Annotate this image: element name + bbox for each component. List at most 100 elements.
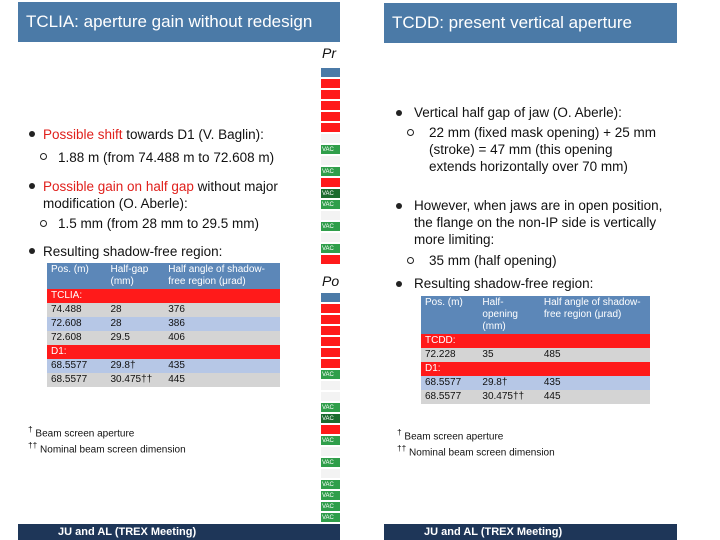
cropped-strip: Pr Po VAC VAC VAC VAC VAC VAC VAC VAC VAC VAC VAC V… — [321, 45, 340, 525]
strip-cell: VAC — [321, 414, 340, 424]
strip-cell — [321, 255, 340, 265]
header-row: Pos. (m) Half-gap (mm) Half angle of shado… — [47, 263, 280, 289]
strip-cell: VAC — [321, 167, 340, 177]
sub-text: 1.5 mm (from 28 mm to 29.5 mm) — [58, 216, 260, 231]
strip-cell — [321, 337, 340, 347]
bullet — [29, 183, 35, 189]
slide-footer: JU and AL (TREX Meeting) — [18, 524, 340, 540]
strip-cell — [321, 68, 340, 78]
table-row: 72.228 35 485 — [421, 348, 650, 362]
table-cell: 28 — [106, 317, 165, 331]
footnote-text: Nominal beam screen dimension — [40, 444, 186, 456]
strip-cell — [321, 134, 340, 144]
bullet-text: However, when jaws are in open position,… — [414, 198, 663, 247]
table-cell: 72.608 — [47, 317, 107, 331]
strip-cell — [321, 211, 340, 221]
footnote-text: Beam screen aperture — [35, 428, 135, 440]
table-cell: 74.488 — [47, 303, 107, 317]
strip-cell — [321, 348, 340, 358]
data-table: Pos. (m) Half-opening (mm) Half angle of s… — [421, 296, 650, 404]
header-cell: Half-opening (mm) — [478, 296, 540, 334]
highlight: Possible gain on half gap — [43, 179, 194, 194]
strip-cell — [321, 79, 340, 89]
sub-text: 22 mm (fixed mask opening) + 25 mm (stro… — [429, 125, 656, 174]
table-cell: 485 — [539, 348, 650, 362]
strip-cell: VAC — [321, 491, 340, 501]
sub-bullet — [407, 129, 414, 136]
footnote: †† Nominal beam screen dimension — [28, 440, 186, 455]
strip-cell — [321, 469, 340, 479]
strip-cell — [321, 178, 340, 188]
table-cell: D1: — [421, 362, 650, 376]
strip-cell — [321, 156, 340, 166]
table-cell: TCLIA: — [47, 289, 280, 303]
table-cell: 68.5577 — [421, 390, 479, 404]
slide-title: TCLIA: aperture gain without redesign — [18, 2, 340, 42]
strip-cell — [321, 293, 340, 303]
section-row: TCDD: — [421, 334, 650, 348]
strip-label: Po — [322, 273, 340, 289]
table-row: 68.5577 29.8† 435 — [421, 376, 650, 390]
table-cell: 406 — [164, 331, 280, 345]
strip-cell: VAC — [321, 200, 340, 210]
bullet-text: Resulting shadow-free region: — [43, 244, 223, 259]
strip-cell — [321, 304, 340, 314]
strip-cell — [321, 381, 340, 391]
table-row: 68.5577 29.8† 435 — [47, 359, 280, 373]
bullet — [29, 131, 35, 137]
table-cell: 30.475†† — [106, 373, 165, 387]
strip-cell: VAC — [321, 458, 340, 468]
strip-cell — [321, 112, 340, 122]
strip-cell — [321, 392, 340, 402]
strip-cell: VAC — [321, 222, 340, 232]
table-cell: 35 — [478, 348, 540, 362]
section-row: D1: — [47, 345, 280, 359]
sub-bullet — [40, 153, 47, 160]
footnote-mark: †† — [28, 440, 38, 450]
table-cell: 445 — [164, 373, 280, 387]
footnote: † Beam screen aperture — [28, 424, 134, 439]
strip-cell: VAC — [321, 480, 340, 490]
table-cell: 28 — [106, 303, 165, 317]
table-cell: TCDD: — [421, 334, 650, 348]
table-row: 72.608 29.5 406 — [47, 331, 280, 345]
bullet — [396, 203, 402, 209]
header-cell: Half-gap (mm) — [106, 263, 165, 289]
footnote-mark: † — [397, 427, 402, 437]
strip-cell: VAC — [321, 502, 340, 512]
table-cell: 376 — [164, 303, 280, 317]
table-cell: 29.5 — [106, 331, 165, 345]
strip-cell — [321, 233, 340, 243]
sub-text: 35 mm (half opening) — [429, 253, 557, 268]
table-cell: D1: — [47, 345, 280, 359]
table-row: 72.608 28 386 — [47, 317, 280, 331]
table-row: 68.5577 30.475†† 445 — [421, 390, 650, 404]
table-cell: 445 — [539, 390, 650, 404]
header-cell: Half angle of shadow-free region (μrad) — [539, 296, 650, 334]
footnote-mark: †† — [397, 443, 407, 453]
strip-cell — [321, 326, 340, 336]
strip-cell — [321, 315, 340, 325]
table-cell: 68.5577 — [47, 359, 107, 373]
data-table: Pos. (m) Half-gap (mm) Half angle of shado… — [47, 263, 280, 387]
table-cell: 435 — [539, 376, 650, 390]
table-cell: 72.608 — [47, 331, 107, 345]
footnote: †† Nominal beam screen dimension — [397, 443, 555, 458]
highlight: Possible shift — [43, 127, 123, 142]
sub-text: 1.88 m (from 74.488 m to 72.608 m) — [58, 150, 275, 165]
header-row: Pos. (m) Half-opening (mm) Half angle of s… — [421, 296, 650, 334]
strip-cell — [321, 90, 340, 100]
footnote: † Beam screen aperture — [397, 427, 503, 442]
bullet-text: Resulting shadow-free region: — [414, 276, 594, 291]
text: without major modification (O. Aberle): — [43, 179, 278, 211]
text: towards D1 (V. Baglin): — [122, 127, 264, 142]
strip-cell: VAC — [321, 370, 340, 380]
strip-cell: VAC — [321, 403, 340, 413]
strip-cell — [321, 101, 340, 111]
table-cell: 435 — [164, 359, 280, 373]
strip-cell — [321, 447, 340, 457]
table-cell: 72.228 — [421, 348, 479, 362]
strip-label: Pr — [322, 45, 336, 61]
bullet — [396, 281, 402, 287]
table-cell: 30.475†† — [478, 390, 540, 404]
